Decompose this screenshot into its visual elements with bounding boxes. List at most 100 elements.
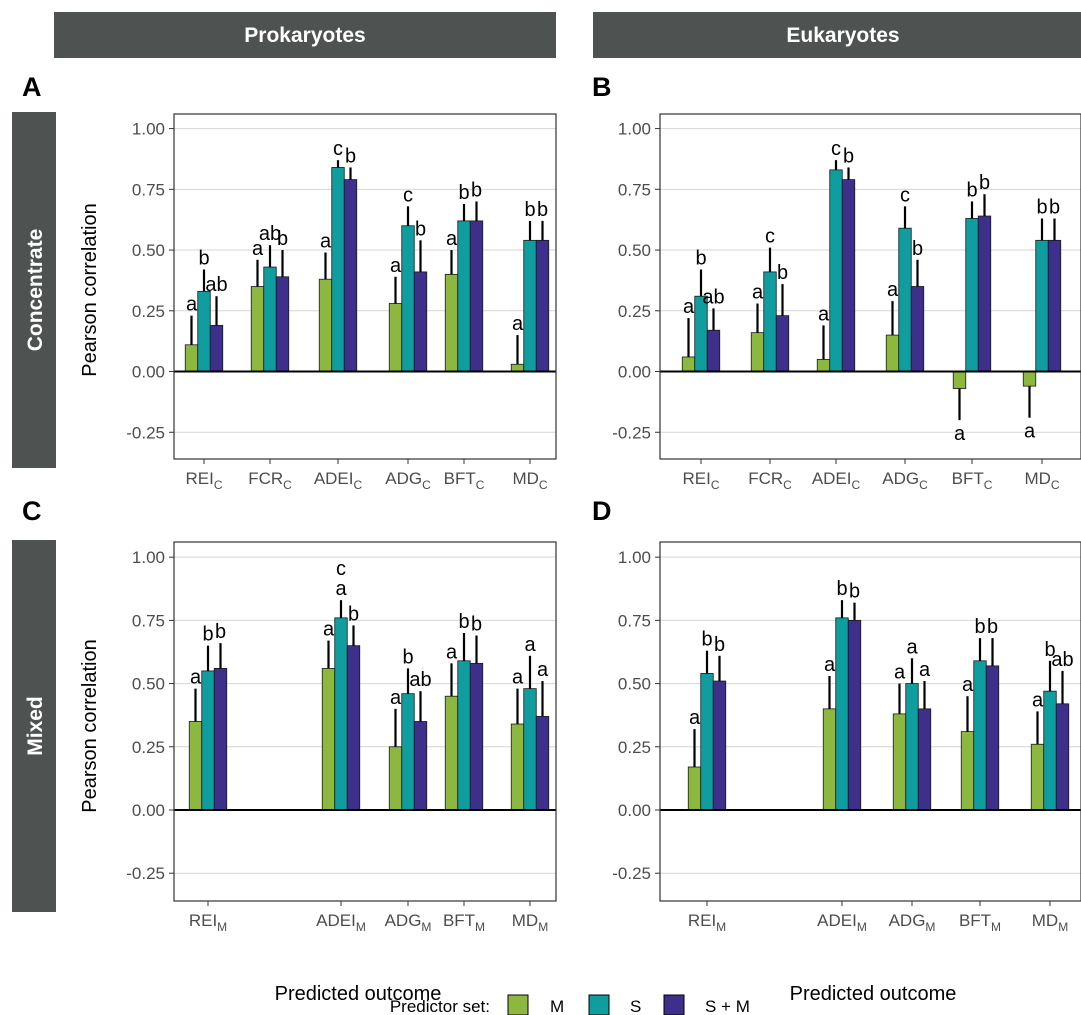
significance-label: b bbox=[836, 578, 847, 600]
panel-letter: D bbox=[592, 496, 612, 526]
bar-sm bbox=[1055, 703, 1070, 811]
significance-label: a bbox=[524, 634, 536, 656]
y-tick-label: 0.25 bbox=[132, 738, 165, 757]
significance-label: b bbox=[348, 603, 359, 625]
bar-sm bbox=[535, 716, 550, 811]
y-tick-label: 0.50 bbox=[618, 241, 651, 260]
x-axis-title-right: Predicted outcome bbox=[790, 983, 957, 1005]
significance-label: a bbox=[689, 707, 701, 729]
significance-label: b bbox=[714, 634, 725, 656]
bar-sm bbox=[346, 645, 361, 811]
x-tick-label: MDM bbox=[1032, 911, 1068, 934]
significance-label: a bbox=[186, 294, 198, 316]
x-tick-label: FCRC bbox=[248, 469, 292, 492]
bar-sm bbox=[1047, 239, 1062, 372]
significance-label: a bbox=[954, 423, 966, 445]
bar-m bbox=[681, 356, 696, 372]
bar-s bbox=[457, 660, 471, 811]
panel-border bbox=[173, 541, 557, 902]
x-tick-label: ADEIM bbox=[817, 911, 867, 934]
panel-border bbox=[659, 113, 1081, 460]
bar-m bbox=[510, 723, 525, 811]
y-tick-label: 0.75 bbox=[618, 611, 651, 630]
y-tick-label: 0.25 bbox=[132, 302, 165, 321]
significance-label: b bbox=[695, 247, 706, 269]
significance-label: b bbox=[277, 228, 288, 250]
bar-sm bbox=[985, 665, 1000, 811]
bar-m bbox=[188, 721, 203, 811]
significance-label: a bbox=[962, 674, 974, 696]
legend-swatch-s bbox=[588, 994, 610, 1015]
bar-m bbox=[321, 668, 336, 811]
significance-label: a bbox=[512, 667, 524, 689]
bar-m bbox=[885, 334, 900, 372]
bar-s bbox=[457, 220, 471, 372]
bar-m bbox=[892, 713, 907, 811]
y-tick-label: 1.00 bbox=[132, 548, 165, 567]
y-tick-label: 0.00 bbox=[618, 801, 651, 820]
bar-m bbox=[816, 358, 831, 372]
significance-label: b bbox=[524, 199, 535, 221]
significance-label: b bbox=[471, 179, 482, 201]
bar-sm bbox=[535, 239, 550, 372]
x-tick-label: ADGC bbox=[385, 469, 431, 492]
legend-label-sm: S + M bbox=[705, 997, 750, 1015]
significance-label: b bbox=[202, 624, 213, 646]
significance-label: a bbox=[320, 230, 332, 252]
x-tick-label: ADGM bbox=[385, 911, 432, 934]
significance-label: b bbox=[1036, 196, 1047, 218]
y-tick-label: 0.00 bbox=[132, 363, 165, 382]
y-tick-label: -0.25 bbox=[126, 423, 165, 442]
bar-s bbox=[523, 239, 537, 372]
x-tick-label: REIC bbox=[185, 469, 222, 492]
panel-b: B1.000.750.500.250.00-0.25REICababFCRCac… bbox=[592, 72, 1081, 492]
panel-letter: C bbox=[22, 496, 42, 526]
significance-label: b bbox=[849, 581, 860, 603]
significance-label: a bbox=[323, 619, 335, 641]
y-tick-label: 0.50 bbox=[618, 675, 651, 694]
bar-m bbox=[1030, 743, 1045, 811]
significance-label: a bbox=[818, 303, 830, 325]
significance-label: b bbox=[1044, 639, 1055, 661]
significance-label: a bbox=[919, 659, 931, 681]
significance-label: a bbox=[512, 313, 524, 335]
significance-label: c bbox=[900, 184, 910, 206]
significance-label: b bbox=[537, 199, 548, 221]
strip-concentrate bbox=[12, 112, 56, 468]
y-tick-label: 0.00 bbox=[132, 801, 165, 820]
bar-sm bbox=[917, 708, 932, 811]
bar-sm bbox=[847, 619, 862, 811]
bar-sm bbox=[213, 668, 228, 811]
significance-label: a bbox=[752, 282, 764, 304]
bar-m bbox=[750, 332, 765, 372]
panel-letter: A bbox=[22, 72, 42, 102]
significance-label: c bbox=[336, 558, 346, 580]
significance-label: b bbox=[471, 614, 482, 636]
significance-label: c bbox=[831, 138, 841, 160]
strip-mixed-label: Mixed bbox=[24, 696, 47, 756]
x-axis-title-left: Predicted outcome bbox=[275, 983, 442, 1005]
bar-s bbox=[401, 693, 415, 811]
significance-label: c bbox=[333, 138, 343, 160]
significance-label: c bbox=[765, 226, 775, 248]
plot-area bbox=[660, 542, 1081, 901]
y-axis-title-top: Pearson correlation bbox=[79, 203, 101, 376]
x-tick-label: ADEIC bbox=[314, 469, 363, 492]
significance-label: b bbox=[987, 616, 998, 638]
bar-m bbox=[444, 695, 459, 811]
x-tick-label: BFTM bbox=[959, 911, 1001, 934]
y-tick-label: 0.25 bbox=[618, 738, 651, 757]
y-tick-label: 0.75 bbox=[132, 611, 165, 630]
significance-label: a bbox=[537, 659, 549, 681]
bar-s bbox=[1035, 239, 1049, 372]
x-tick-label: BFTC bbox=[444, 469, 485, 492]
x-tick-label: ADGC bbox=[882, 469, 928, 492]
y-tick-label: 1.00 bbox=[132, 120, 165, 139]
strip-eukaryotes bbox=[593, 12, 1081, 58]
significance-label: b bbox=[979, 172, 990, 194]
plot-area bbox=[174, 542, 556, 901]
significance-label: a bbox=[906, 636, 918, 658]
bar-s bbox=[334, 617, 348, 811]
x-tick-label: MDC bbox=[512, 469, 547, 492]
